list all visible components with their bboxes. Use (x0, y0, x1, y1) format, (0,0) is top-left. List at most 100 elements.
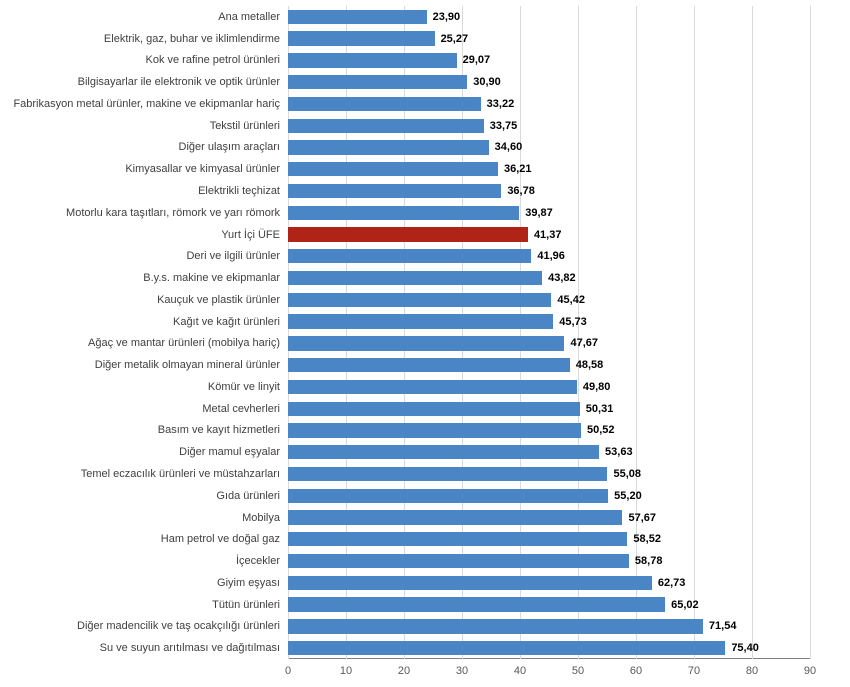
bar (288, 510, 622, 524)
bar (288, 53, 457, 67)
value-label: 34,60 (489, 141, 523, 153)
value-label: 39,87 (519, 207, 553, 219)
category-label: Kimyasallar ve kimyasal ürünler (125, 163, 288, 175)
bar-row: Ham petrol ve doğal gaz58,52 (288, 532, 810, 546)
category-label: Diğer mamul eşyalar (179, 446, 288, 458)
bar-row: Diğer metalik olmayan mineral ürünler48,… (288, 358, 810, 372)
category-label: Mobilya (242, 512, 288, 524)
value-label: 75,40 (725, 642, 759, 654)
value-label: 55,08 (607, 468, 641, 480)
gridline (810, 6, 811, 659)
value-label: 53,63 (599, 446, 633, 458)
bar-row: Ağaç ve mantar ürünleri (mobilya hariç)4… (288, 336, 810, 350)
category-label: Fabrikasyon metal ürünler, makine ve eki… (13, 98, 288, 110)
bar (288, 532, 627, 546)
bar (288, 467, 607, 481)
value-label: 43,82 (542, 272, 576, 284)
category-label: Tekstil ürünleri (210, 120, 288, 132)
bar (288, 336, 564, 350)
category-label: Diğer madencilik ve taş ocakçılığı ürünl… (77, 620, 288, 632)
category-label: Temel eczacılık ürünleri ve müstahzarlar… (81, 468, 288, 480)
category-label: B.y.s. makine ve ekipmanlar (143, 272, 288, 284)
category-label: Yurt İçi ÜFE (221, 229, 288, 241)
category-label: Kok ve rafine petrol ürünleri (145, 54, 288, 66)
value-label: 41,37 (528, 229, 562, 241)
bar (288, 184, 501, 198)
value-label: 57,67 (622, 512, 656, 524)
x-tick-label: 50 (572, 659, 584, 677)
bar (288, 641, 725, 655)
bar-highlight (288, 227, 528, 241)
bar (288, 554, 629, 568)
bar (288, 293, 551, 307)
category-label: Elektrik, gaz, buhar ve iklimlendirme (104, 33, 288, 45)
bar-row: Bilgisayarlar ile elektronik ve optik ür… (288, 75, 810, 89)
bar-row: Basım ve kayıt hizmetleri50,52 (288, 423, 810, 437)
x-tick-label: 20 (398, 659, 410, 677)
bar-row: Tekstil ürünleri33,75 (288, 119, 810, 133)
plot-area: 0102030405060708090Ana metaller23,90Elek… (288, 6, 810, 659)
bar-row: Gıda ürünleri55,20 (288, 489, 810, 503)
bar (288, 380, 577, 394)
category-label: Bilgisayarlar ile elektronik ve optik ür… (78, 76, 288, 88)
category-label: İçecekler (236, 555, 288, 567)
category-label: Giyim eşyası (217, 577, 288, 589)
value-label: 33,75 (484, 120, 518, 132)
category-label: Kauçuk ve plastik ürünler (157, 294, 288, 306)
bar (288, 402, 580, 416)
x-tick-label: 10 (340, 659, 352, 677)
x-tick-label: 70 (688, 659, 700, 677)
bar-row: Su ve suyun arıtılması ve dağıtılması75,… (288, 641, 810, 655)
bar-row: Fabrikasyon metal ürünler, makine ve eki… (288, 97, 810, 111)
bar-row: Kok ve rafine petrol ürünleri29,07 (288, 53, 810, 67)
x-tick-label: 40 (514, 659, 526, 677)
category-label: Deri ve ilgili ürünler (186, 250, 288, 262)
bar-row: Metal cevherleri50,31 (288, 402, 810, 416)
bar-row: Deri ve ilgili ürünler41,96 (288, 249, 810, 263)
category-label: Ham petrol ve doğal gaz (161, 533, 288, 545)
x-tick-label: 60 (630, 659, 642, 677)
bar (288, 162, 498, 176)
bar (288, 489, 608, 503)
x-tick-label: 90 (804, 659, 816, 677)
bar (288, 445, 599, 459)
bar-row: Ana metaller23,90 (288, 10, 810, 24)
bar-row: Kauçuk ve plastik ürünler45,42 (288, 293, 810, 307)
category-label: Gıda ürünleri (216, 490, 288, 502)
category-label: Ağaç ve mantar ürünleri (mobilya hariç) (88, 337, 288, 349)
value-label: 29,07 (457, 54, 491, 66)
bar-row: Temel eczacılık ürünleri ve müstahzarlar… (288, 467, 810, 481)
bar (288, 140, 489, 154)
bar (288, 119, 484, 133)
bar-row: Yurt İçi ÜFE41,37 (288, 227, 810, 241)
bar-row: Elektrikli teçhizat36,78 (288, 184, 810, 198)
bar-row: Diğer ulaşım araçları34,60 (288, 140, 810, 154)
bar (288, 75, 467, 89)
bar (288, 423, 581, 437)
category-label: Tütün ürünleri (212, 599, 288, 611)
bar-row: Kömür ve linyit49,80 (288, 380, 810, 394)
value-label: 50,31 (580, 403, 614, 415)
bar-row: Tütün ürünleri65,02 (288, 597, 810, 611)
value-label: 55,20 (608, 490, 642, 502)
bar (288, 314, 553, 328)
value-label: 23,90 (427, 11, 461, 23)
value-label: 45,42 (551, 294, 585, 306)
x-axis-line (288, 658, 810, 659)
value-label: 65,02 (665, 599, 699, 611)
category-label: Elektrikli teçhizat (198, 185, 288, 197)
bar-row: İçecekler58,78 (288, 554, 810, 568)
horizontal-bar-chart: 0102030405060708090Ana metaller23,90Elek… (0, 0, 850, 687)
value-label: 33,22 (481, 98, 515, 110)
bar-row: Giyim eşyası62,73 (288, 576, 810, 590)
value-label: 49,80 (577, 381, 611, 393)
bar (288, 271, 542, 285)
value-label: 71,54 (703, 620, 737, 632)
bar (288, 249, 531, 263)
value-label: 62,73 (652, 577, 686, 589)
value-label: 36,21 (498, 163, 532, 175)
value-label: 58,52 (627, 533, 661, 545)
bar-row: Kağıt ve kağıt ürünleri45,73 (288, 314, 810, 328)
bar (288, 358, 570, 372)
bar-row: Motorlu kara taşıtları, römork ve yarı r… (288, 206, 810, 220)
